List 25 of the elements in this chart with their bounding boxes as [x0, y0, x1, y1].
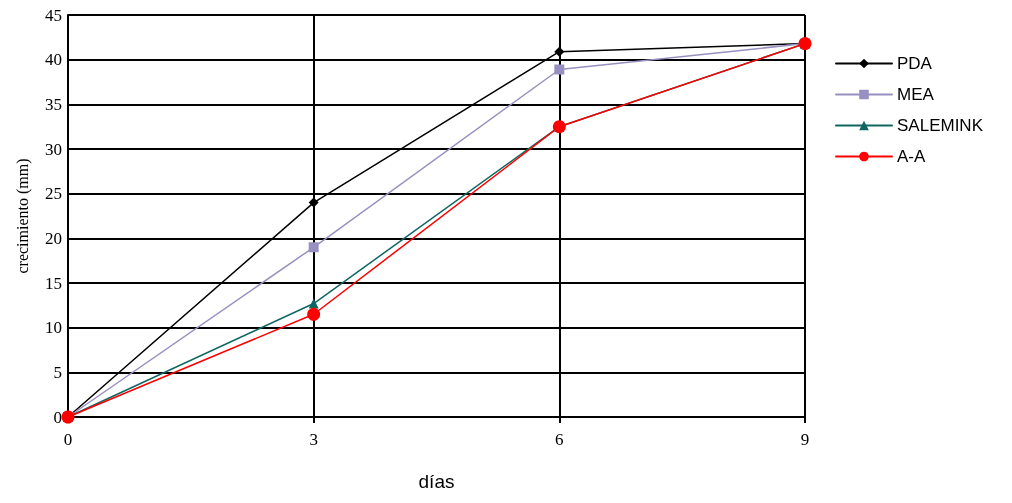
y-tick-label: 15 — [45, 273, 62, 293]
x-tick-label: 3 — [309, 430, 318, 449]
y-tick-label: 30 — [45, 139, 62, 159]
y-tick-label: 0 — [53, 407, 62, 427]
y-tick-label: 35 — [45, 94, 62, 114]
y-tick-label: 20 — [45, 228, 62, 248]
legend-label: MEA — [897, 85, 935, 104]
y-tick-label: 25 — [45, 184, 62, 204]
y-tick-label: 40 — [45, 50, 62, 70]
x-tick-label: 9 — [800, 430, 810, 449]
y-tick-label: 45 — [45, 5, 62, 25]
point — [308, 298, 319, 309]
point — [554, 64, 565, 75]
legend-label: SALEMINK — [897, 116, 984, 135]
point — [554, 46, 565, 57]
y-axis-title: crecimiento (mm) — [13, 158, 32, 274]
x-axis-title: días — [418, 471, 455, 492]
y-tick-label: 5 — [53, 362, 62, 382]
x-tick-label: 6 — [555, 430, 564, 449]
point — [308, 197, 319, 208]
point — [308, 242, 319, 253]
y-tick-label: 10 — [45, 318, 62, 338]
legend-label: PDA — [897, 54, 933, 73]
legend-label: A-A — [897, 147, 926, 166]
point — [307, 307, 321, 321]
